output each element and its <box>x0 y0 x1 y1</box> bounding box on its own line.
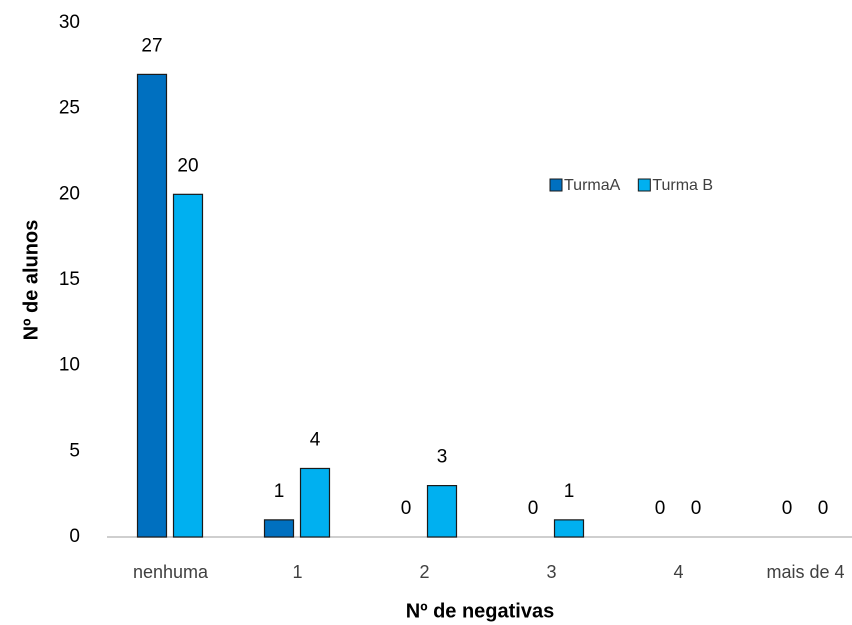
y-tick-label: 15 <box>59 269 80 290</box>
legend-swatch <box>637 178 651 192</box>
bar <box>426 485 458 538</box>
x-axis-title: Nº de negativas <box>406 600 554 622</box>
y-axis-title: Nº de alunos <box>20 220 42 341</box>
x-tick-label: nenhuma <box>133 562 209 582</box>
value-label: 0 <box>782 498 793 519</box>
x-tick-label: 2 <box>419 562 429 582</box>
x-tick-label: 3 <box>546 562 556 582</box>
legend-label: TurmaA <box>564 177 621 194</box>
x-tick-label: 4 <box>673 562 683 582</box>
y-tick-label: 5 <box>69 440 80 461</box>
value-label: 20 <box>177 155 198 176</box>
y-tick-label: 25 <box>59 98 80 119</box>
y-tick-label: 10 <box>59 355 80 376</box>
value-label: 0 <box>818 498 829 519</box>
y-tick-label: 20 <box>59 183 80 204</box>
value-label: 1 <box>274 481 285 502</box>
value-label: 1 <box>564 481 575 502</box>
legend-label: Turma B <box>652 177 713 194</box>
value-label: 0 <box>528 498 539 519</box>
bar <box>553 519 585 538</box>
x-tick-label: 1 <box>292 562 302 582</box>
value-label: 0 <box>401 498 412 519</box>
bar <box>172 193 204 538</box>
value-label: 3 <box>437 447 448 468</box>
y-tick-label: 0 <box>69 526 80 547</box>
value-label: 4 <box>310 429 321 450</box>
legend-swatch <box>549 178 563 192</box>
value-label: 0 <box>655 498 666 519</box>
bar <box>299 467 331 538</box>
y-tick-label: 30 <box>59 12 80 33</box>
x-tick-label: mais de 4 <box>766 562 844 582</box>
bar <box>136 73 168 538</box>
value-label: 0 <box>691 498 702 519</box>
bar <box>263 519 295 538</box>
value-label: 27 <box>141 35 162 56</box>
